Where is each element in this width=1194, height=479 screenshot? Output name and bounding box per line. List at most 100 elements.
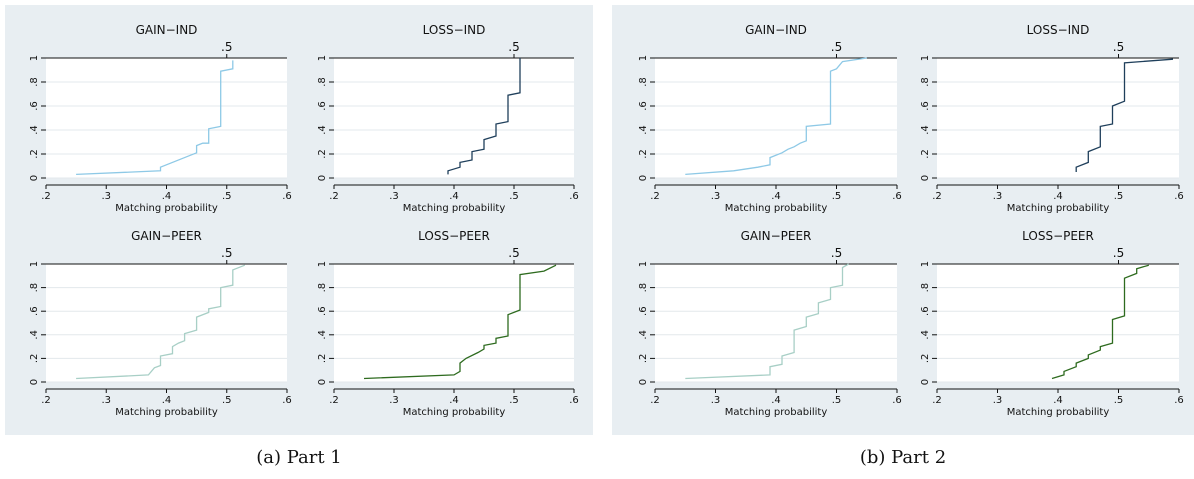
x-axis-label: Matching probability (1007, 203, 1110, 214)
top-marker-label: .5 (1113, 40, 1124, 54)
y-tick-label: .8 (638, 77, 649, 87)
plot-area (937, 264, 1179, 382)
x-tick-label: .5 (832, 395, 842, 406)
x-tick-label: .5 (1114, 191, 1124, 202)
x-tick-label: .5 (509, 395, 519, 406)
y-tick-label: .6 (29, 101, 40, 111)
chart-panel-8: LOSS−PEER .5 0 .2 .4 .6 .8 1 .2 .3 .4 .5 .6 Matching … (920, 229, 1184, 418)
x-tick-label: .6 (892, 191, 902, 202)
x-tick-label: .4 (162, 395, 172, 406)
chart-title: LOSS−PEER (1022, 229, 1094, 243)
chart-title: GAIN−PEER (741, 229, 812, 243)
y-tick-label: .4 (638, 125, 649, 135)
top-marker-label: .5 (831, 40, 842, 54)
chart-title: LOSS−IND (1027, 23, 1090, 37)
x-tick-label: .3 (993, 395, 1003, 406)
top-marker-label: .5 (508, 246, 519, 260)
x-axis-label: Matching probability (403, 203, 506, 214)
x-axis-label: Matching probability (1007, 407, 1110, 418)
x-tick-label: .2 (650, 191, 660, 202)
y-tick-label: .6 (638, 101, 649, 111)
x-tick-label: .6 (569, 395, 579, 406)
y-tick-label: .4 (29, 330, 40, 340)
y-tick-label: .4 (317, 125, 328, 135)
y-tick-label: .6 (638, 306, 649, 316)
chart-panel-6: LOSS−IND .5 0 .2 .4 .6 .8 1 .2 .3 .4 .5 .6 Matching p… (920, 23, 1184, 214)
x-tick-label: .3 (711, 395, 721, 406)
y-tick-label: .2 (29, 149, 40, 159)
y-tick-label: .2 (638, 354, 649, 364)
y-tick-label: 1 (317, 261, 328, 267)
y-tick-label: .8 (920, 283, 931, 293)
y-tick-label: .8 (29, 77, 40, 87)
x-tick-label: .4 (1053, 395, 1063, 406)
chart-panel-7: GAIN−PEER .5 0 .2 .4 .6 .8 1 .2 .3 .4 .5 .6 Matching … (638, 229, 902, 418)
y-tick-label: 0 (317, 379, 328, 385)
y-tick-label: .6 (317, 306, 328, 316)
series-line (1075, 58, 1174, 172)
x-tick-label: .3 (389, 395, 399, 406)
x-axis-label: Matching probability (725, 407, 828, 418)
y-tick-label: .6 (29, 306, 40, 316)
x-tick-label: .4 (449, 191, 459, 202)
y-tick-label: .2 (317, 354, 328, 364)
top-marker-label: .5 (508, 40, 519, 54)
y-tick-label: .8 (920, 77, 931, 87)
x-tick-label: .3 (711, 191, 721, 202)
plot-area (655, 264, 897, 382)
x-tick-label: .5 (509, 191, 519, 202)
y-tick-label: 0 (638, 175, 649, 181)
top-marker-label: .5 (221, 246, 232, 260)
chart-title: LOSS−IND (423, 23, 486, 37)
y-tick-label: .8 (638, 283, 649, 293)
caption-part1: (a) Part 1 (256, 447, 342, 468)
plot-area (655, 58, 897, 178)
chart-panel-3: GAIN−PEER .5 0 .2 .4 .6 .8 1 .2 .3 .4 .5 .6 Matching … (29, 229, 292, 418)
x-axis-label: Matching probability (725, 203, 828, 214)
plot-area (46, 264, 287, 382)
y-tick-label: 1 (638, 261, 649, 267)
y-tick-label: .4 (29, 125, 40, 135)
y-tick-label: 1 (29, 261, 40, 267)
x-tick-label: .4 (449, 395, 459, 406)
y-tick-label: .8 (29, 283, 40, 293)
y-tick-label: .4 (638, 330, 649, 340)
y-tick-label: 1 (29, 55, 40, 61)
x-tick-label: .6 (282, 395, 292, 406)
y-tick-label: 0 (638, 379, 649, 385)
y-tick-label: .4 (920, 330, 931, 340)
top-marker-label: .5 (221, 40, 232, 54)
y-tick-label: 0 (920, 379, 931, 385)
y-tick-label: .2 (638, 149, 649, 159)
x-tick-label: .4 (771, 395, 781, 406)
x-tick-label: .6 (1174, 395, 1184, 406)
x-tick-label: .3 (101, 395, 111, 406)
series-line (685, 263, 849, 380)
x-tick-label: .2 (932, 191, 942, 202)
y-tick-label: .6 (920, 306, 931, 316)
y-tick-label: .6 (317, 101, 328, 111)
chart-panel-1: GAIN−IND .5 0 .2 .4 .6 .8 1 .2 .3 .4 .5 .6 Matching p… (29, 23, 292, 214)
y-tick-label: .2 (317, 149, 328, 159)
y-tick-label: .8 (317, 283, 328, 293)
x-tick-label: .2 (932, 395, 942, 406)
y-tick-label: .6 (920, 101, 931, 111)
y-tick-label: 1 (638, 55, 649, 61)
plot-area (937, 58, 1179, 178)
y-tick-label: .8 (317, 77, 328, 87)
series-line (363, 264, 557, 380)
y-tick-label: 1 (317, 55, 328, 61)
y-tick-label: 0 (920, 175, 931, 181)
y-tick-label: 0 (29, 175, 40, 181)
x-tick-label: .3 (101, 191, 111, 202)
series-line (685, 57, 867, 176)
chart-title: GAIN−PEER (131, 229, 202, 243)
y-tick-label: .2 (29, 354, 40, 364)
x-tick-label: .3 (993, 191, 1003, 202)
y-tick-label: .4 (920, 125, 931, 135)
x-tick-label: .6 (1174, 191, 1184, 202)
x-tick-label: .4 (771, 191, 781, 202)
top-marker-label: .5 (831, 246, 842, 260)
x-tick-label: .2 (329, 395, 339, 406)
